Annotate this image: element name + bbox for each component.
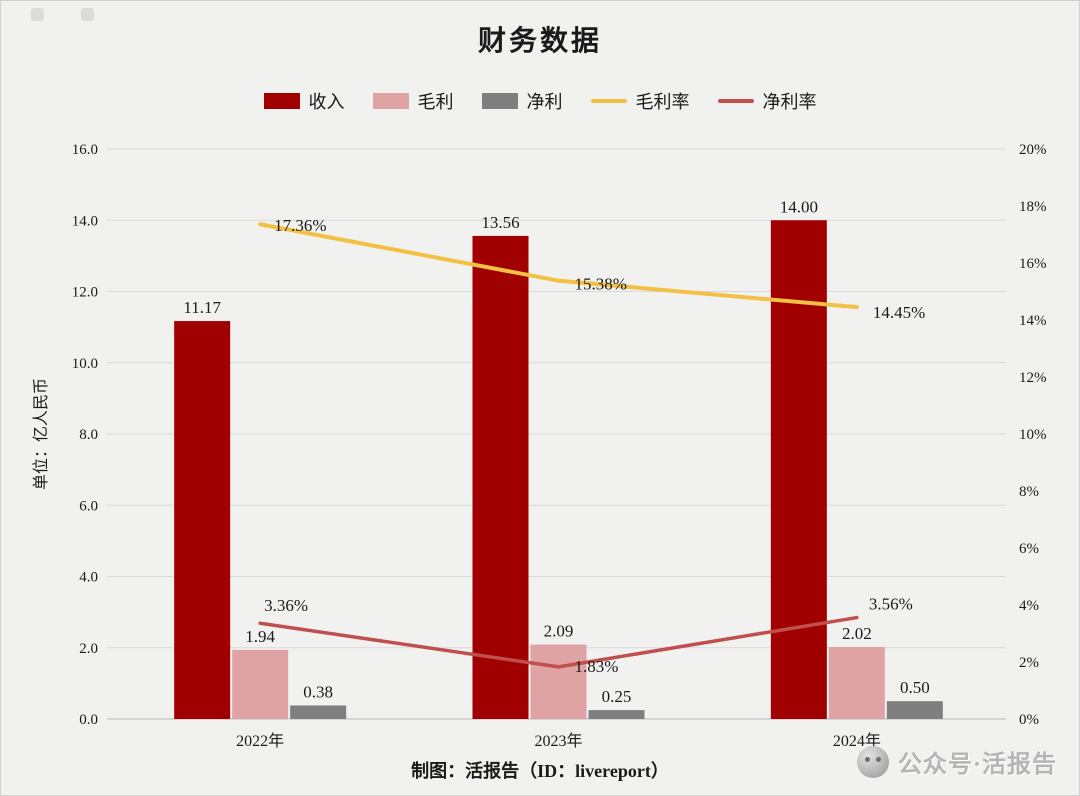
bar-value-label: 14.00 (780, 197, 818, 216)
left-axis-tick: 14.0 (72, 213, 98, 229)
corner-icon (31, 8, 44, 21)
legend-swatch-net_profit (481, 93, 518, 109)
chart-title: 财务数据 (477, 26, 602, 57)
right-axis-tick: 0% (1019, 712, 1039, 728)
right-axis-tick: 12% (1019, 370, 1047, 386)
legend-label: 收入 (308, 92, 345, 112)
legend-label: 净利率 (762, 92, 817, 112)
bar-value-label: 2.02 (842, 624, 872, 643)
x-axis-category-label: 2022年 (236, 732, 284, 750)
bar-gross_profit (530, 644, 587, 719)
left-axis-tick: 0.0 (79, 712, 98, 728)
legend-item-3: 净利 (481, 88, 563, 114)
right-axis-tick: 14% (1019, 313, 1047, 329)
bar-gross_profit (232, 649, 289, 719)
left-axis-tick: 4.0 (79, 570, 98, 586)
line-value-label: 3.36% (264, 596, 308, 615)
line-value-label: 3.56% (869, 595, 913, 614)
legend: 收入 毛利 净利 毛利率 净利率 (1, 88, 1079, 114)
bar-value-label: 0.50 (900, 678, 930, 697)
left-axis-tick: 16.0 (72, 142, 98, 158)
bar-revenue (472, 235, 529, 720)
right-axis-tick: 4% (1019, 598, 1039, 614)
legend-label: 毛利 (417, 92, 454, 112)
right-axis-tick: 16% (1019, 256, 1047, 272)
bar-value-label: 2.09 (544, 622, 574, 641)
left-axis-tick: 8.0 (79, 427, 98, 443)
bar-revenue (770, 220, 827, 719)
line-value-label: 17.36% (274, 216, 326, 235)
right-axis-tick: 20% (1019, 142, 1047, 158)
legend-swatch-revenue (263, 93, 300, 109)
legend-item-4: 毛利率 (590, 88, 690, 114)
watermark: 公众号·活报告 (856, 744, 1057, 779)
legend-item-2: 毛利 (372, 88, 454, 114)
line-value-label: 15.38% (575, 275, 627, 294)
left-axis-tick: 6.0 (79, 498, 98, 514)
corner-icon (81, 8, 94, 21)
legend-swatch-net_margin (717, 99, 754, 103)
bar-value-label: 11.17 (183, 298, 221, 317)
legend-swatch-gross_margin (590, 99, 627, 103)
bar-value-label: 1.94 (245, 627, 275, 646)
legend-item-5: 净利率 (717, 88, 817, 114)
right-axis-tick: 18% (1019, 199, 1047, 215)
left-axis-tick: 2.0 (79, 641, 98, 657)
right-axis-tick: 2% (1019, 655, 1039, 671)
chart-source-caption: 制图：活报告（ID：livereport） (411, 761, 669, 781)
bar-net_profit (886, 701, 943, 719)
right-axis-tick: 6% (1019, 541, 1039, 557)
bar-value-label: 0.25 (602, 687, 632, 706)
right-axis-tick: 8% (1019, 484, 1039, 500)
legend-swatch-gross_profit (372, 93, 409, 109)
bar-net_profit (588, 710, 645, 719)
legend-label: 净利 (526, 92, 563, 112)
legend-label: 毛利率 (635, 92, 690, 112)
bar-gross_profit (828, 647, 885, 719)
bar-revenue (174, 321, 231, 719)
left-axis-tick: 10.0 (72, 356, 98, 372)
line-net_margin (258, 615, 859, 669)
line-gross_margin (258, 222, 859, 310)
bar-value-label: 13.56 (481, 213, 519, 232)
x-axis-category-label: 2023年 (534, 732, 582, 750)
megaphone-icon (856, 745, 889, 778)
watermark-text: 公众号·活报告 (897, 752, 1057, 778)
bar-net_profit (290, 705, 347, 719)
legend-item-1: 收入 (263, 88, 345, 114)
left-axis-tick: 12.0 (72, 285, 98, 301)
right-axis-tick: 10% (1019, 427, 1047, 443)
line-value-label: 14.45% (873, 303, 925, 322)
bar-value-label: 0.38 (303, 682, 333, 701)
line-value-label: 1.83% (575, 657, 619, 676)
